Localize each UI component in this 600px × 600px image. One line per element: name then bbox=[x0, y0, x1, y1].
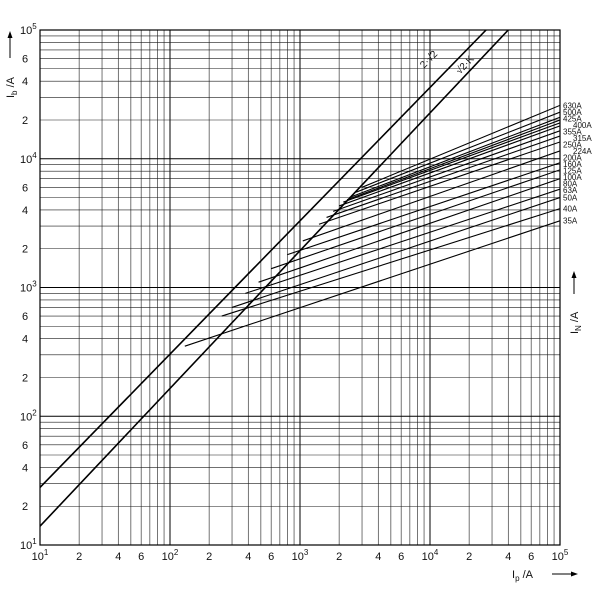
series-line-500a bbox=[355, 111, 560, 193]
series-label-224a: 224A bbox=[573, 147, 592, 156]
x-tick-label: 103 bbox=[292, 548, 309, 563]
y-tick-label: 2 bbox=[22, 244, 28, 256]
x-axis-title: Ip /A bbox=[512, 569, 534, 583]
side-axis-arrow bbox=[571, 271, 577, 294]
y-tick-labels: 101 2 4 6 102 2 4 6 103 2 4 6 104 2 4 6 105 bbox=[20, 22, 37, 552]
y-tick-label: 103 bbox=[20, 280, 37, 295]
series-line-630a bbox=[361, 104, 560, 188]
x-tick-label: 4 bbox=[505, 551, 511, 563]
series-lines bbox=[184, 104, 560, 347]
series-label-50a: 50A bbox=[563, 194, 578, 203]
series-line-250a bbox=[333, 130, 560, 212]
x-tick-label: 6 bbox=[528, 551, 534, 563]
y-tick-label: 104 bbox=[20, 151, 37, 166]
x-axis-title-unit: /A bbox=[520, 569, 534, 581]
series-line-160a bbox=[302, 150, 560, 242]
x-tick-label: 4 bbox=[115, 551, 121, 563]
reference-lines bbox=[40, 30, 509, 527]
x-tick-label: 105 bbox=[552, 548, 569, 563]
svg-text:IN /A: IN /A bbox=[569, 311, 583, 334]
series-label-100a: 100A bbox=[563, 173, 582, 182]
series-line-425a bbox=[349, 116, 560, 199]
series-line-100a bbox=[270, 169, 560, 270]
series-label-35a: 35A bbox=[563, 217, 578, 226]
series-label-630a: 630A bbox=[563, 101, 582, 110]
y-tick-label: 6 bbox=[22, 311, 28, 323]
y-tick-label: 6 bbox=[22, 440, 28, 452]
y-tick-label: 102 bbox=[20, 408, 37, 423]
y-tick-label: 4 bbox=[22, 205, 28, 217]
series-label-400a: 400A bbox=[573, 121, 592, 130]
series-label-63a: 63A bbox=[563, 186, 578, 195]
y-tick-label: 2 bbox=[22, 372, 28, 384]
y-axis-title-main: I bbox=[5, 95, 17, 98]
y-tick-label: 4 bbox=[22, 334, 28, 346]
series-line-315a bbox=[338, 125, 560, 207]
series-line-35a bbox=[184, 220, 560, 347]
x-tick-label: 6 bbox=[268, 551, 274, 563]
series-line-80a bbox=[258, 178, 560, 283]
x-axis-arrow bbox=[552, 571, 578, 577]
x-tick-label: 4 bbox=[245, 551, 251, 563]
x-tick-label: 2 bbox=[466, 551, 472, 563]
side-axis-title: IN /A bbox=[569, 311, 583, 334]
reference-line-2 bbox=[40, 30, 509, 527]
y-tick-label: 105 bbox=[20, 22, 37, 37]
x-tick-label: 104 bbox=[422, 548, 439, 563]
x-axis-title-sub: p bbox=[515, 574, 520, 583]
y-tick-label: 101 bbox=[20, 537, 37, 552]
y-tick-label: 4 bbox=[22, 462, 28, 474]
series-line-200a bbox=[318, 141, 560, 225]
y-tick-label: 2 bbox=[22, 115, 28, 127]
x-tick-label: 101 bbox=[32, 548, 49, 563]
plot-frame bbox=[39, 29, 561, 546]
x-tick-label: 2 bbox=[336, 551, 342, 563]
series-label-425a: 425A bbox=[563, 115, 582, 124]
x-axis-title-main: I bbox=[512, 569, 515, 581]
x-tick-label: 102 bbox=[162, 548, 179, 563]
x-tick-label: 6 bbox=[398, 551, 404, 563]
x-tick-label: 2 bbox=[206, 551, 212, 563]
y-tick-label: 4 bbox=[22, 76, 28, 88]
series-line-50a bbox=[231, 196, 560, 308]
svg-text:Ib /A: Ib /A bbox=[5, 76, 19, 98]
x-tick-label: 6 bbox=[138, 551, 144, 563]
series-line-40a bbox=[221, 208, 560, 317]
series-label-200a: 200A bbox=[563, 154, 582, 163]
series-label-500a: 500A bbox=[563, 108, 582, 117]
svg-text:Ip /A: Ip /A bbox=[512, 569, 534, 583]
series-labels: 630A500A425A400A355A315A250A224A200A160A… bbox=[563, 101, 592, 225]
side-axis-title-unit: /A bbox=[569, 311, 581, 325]
reference-line-label-2: √2·K bbox=[453, 53, 476, 77]
series-line-63a bbox=[245, 188, 560, 294]
x-tick-labels: 101 2 4 6 102 2 4 6 103 2 4 6 104 2 4 6 105 bbox=[32, 548, 569, 563]
y-axis-arrow bbox=[7, 31, 13, 58]
series-label-355a: 355A bbox=[563, 128, 582, 137]
side-axis-title-main: I bbox=[569, 331, 581, 334]
grid bbox=[40, 30, 560, 545]
series-line-355a bbox=[343, 122, 560, 203]
x-tick-label: 2 bbox=[76, 551, 82, 563]
series-line-400a bbox=[346, 119, 560, 201]
series-label-40a: 40A bbox=[563, 205, 578, 214]
series-label-250a: 250A bbox=[563, 141, 582, 150]
series-label-160a: 160A bbox=[563, 160, 582, 169]
series-label-315a: 315A bbox=[573, 134, 592, 143]
y-tick-label: 6 bbox=[22, 54, 28, 66]
y-tick-label: 6 bbox=[22, 182, 28, 194]
series-line-224a bbox=[326, 135, 560, 218]
reference-line-label-1: 2·√2 bbox=[418, 48, 441, 71]
reference-line-1 bbox=[40, 30, 487, 488]
series-line-125a bbox=[287, 162, 560, 256]
x-tick-label: 4 bbox=[375, 551, 381, 563]
y-tick-label: 2 bbox=[22, 501, 28, 513]
series-label-125a: 125A bbox=[563, 167, 582, 176]
side-axis-title-sub: N bbox=[574, 325, 583, 331]
y-axis-title-unit: /A bbox=[5, 76, 17, 90]
y-axis-title: Ib /A bbox=[5, 76, 19, 98]
y-axis-title-sub: b bbox=[10, 90, 19, 95]
series-label-80a: 80A bbox=[563, 180, 578, 189]
